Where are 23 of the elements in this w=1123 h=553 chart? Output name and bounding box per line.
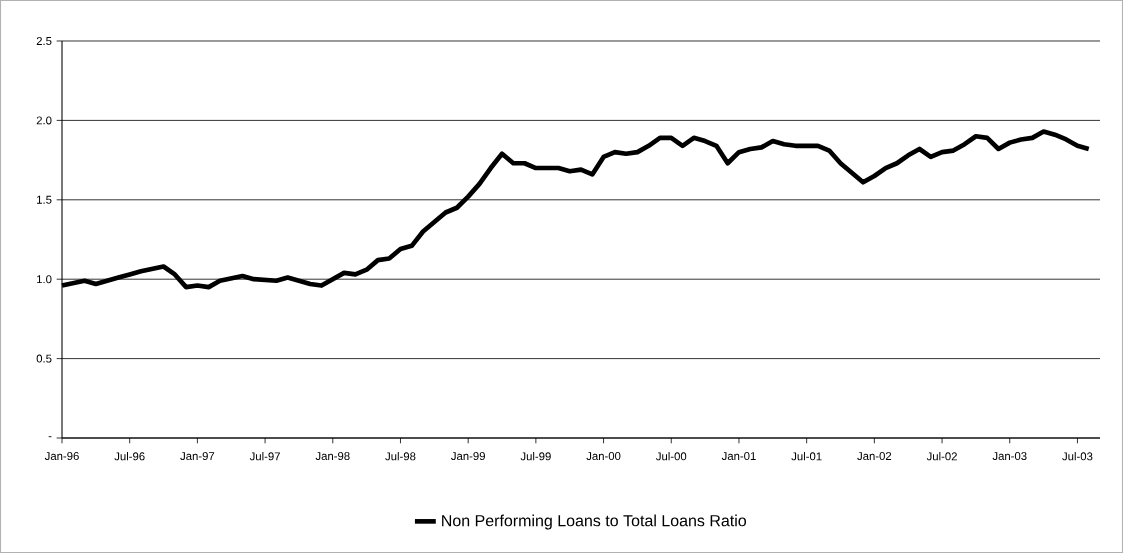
- x-tick-label: Jan-01: [721, 452, 756, 461]
- x-tick-label: Jul-01: [791, 452, 822, 461]
- x-tick-label: Jul-00: [656, 452, 687, 461]
- y-tick-label: 2.5: [36, 36, 52, 45]
- x-tick-label: Jul-03: [1062, 452, 1093, 461]
- y-tick-label: 0.5: [36, 354, 52, 363]
- x-tick-label: Jul-99: [520, 452, 551, 461]
- x-tick-label: Jan-99: [451, 452, 485, 461]
- y-tick-label: 2.0: [36, 116, 52, 125]
- x-tick-label: Jan-96: [44, 452, 79, 461]
- y-tick-label: -: [48, 436, 52, 438]
- y-tick-label: 1.0: [37, 275, 52, 284]
- x-tick-label: Jul-97: [249, 452, 280, 461]
- x-tick-label: Jan-02: [857, 452, 892, 461]
- x-tick-label: Jan-03: [992, 452, 1027, 461]
- x-tick-label: Jul-98: [385, 452, 416, 461]
- legend-label: Non Performing Loans to Total Loans Ratio: [442, 514, 747, 530]
- x-tick-label: Jul-96: [114, 452, 145, 461]
- x-tick-label: Jan-98: [315, 452, 350, 461]
- x-tick-label: Jul-02: [926, 452, 957, 461]
- x-tick-label: Jan-00: [586, 452, 621, 461]
- y-tick-label: 1.5: [37, 195, 52, 204]
- x-tick-label: Jan-97: [180, 452, 215, 461]
